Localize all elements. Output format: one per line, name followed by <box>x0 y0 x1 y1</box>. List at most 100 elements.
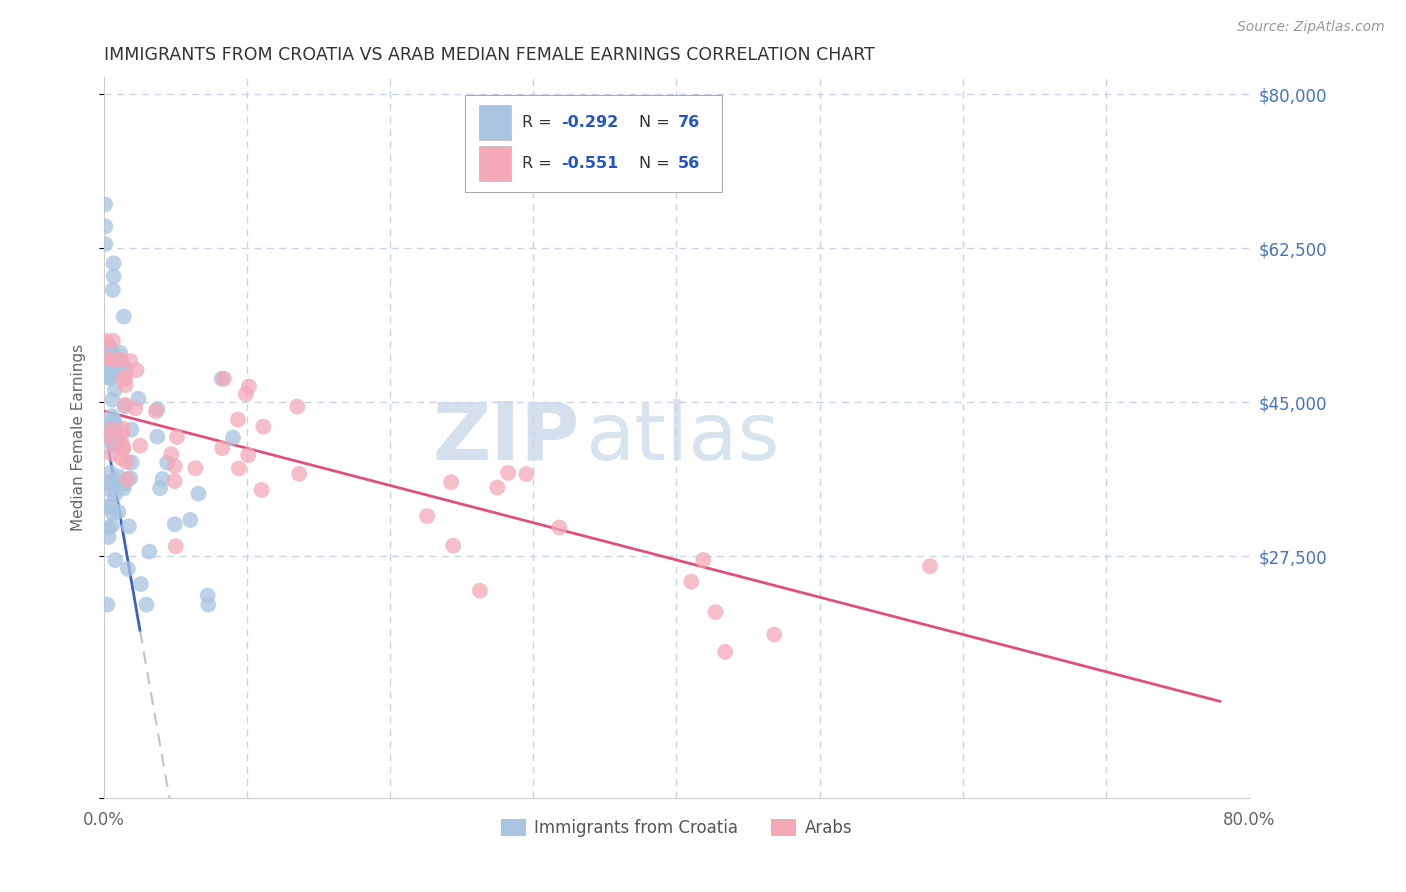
Point <box>103 269 125 284</box>
Point <box>101 409 124 424</box>
Point <box>212 371 235 385</box>
Point <box>416 509 439 524</box>
Text: atlas: atlas <box>585 399 779 476</box>
Point <box>135 598 157 612</box>
Point <box>104 419 127 434</box>
Point <box>117 472 139 486</box>
Point <box>163 458 186 473</box>
Point <box>94 423 117 437</box>
Point <box>440 475 463 490</box>
Point <box>681 574 703 589</box>
Point <box>146 402 169 417</box>
Point <box>98 368 121 383</box>
Point <box>94 351 117 366</box>
Point <box>197 598 219 612</box>
Point <box>124 401 146 416</box>
Point <box>149 481 172 495</box>
Point <box>100 500 122 514</box>
Point <box>97 521 120 535</box>
Point <box>114 400 136 414</box>
Point <box>101 447 124 461</box>
Point <box>486 481 509 495</box>
Point <box>94 237 117 252</box>
Point <box>101 507 124 521</box>
Point <box>288 467 311 481</box>
Legend: Immigrants from Croatia, Arabs: Immigrants from Croatia, Arabs <box>494 813 859 844</box>
Point <box>100 422 122 436</box>
Point <box>692 553 714 567</box>
Point <box>104 488 127 502</box>
Point <box>120 423 142 437</box>
Point <box>118 519 141 533</box>
Point <box>228 461 250 475</box>
Point <box>111 426 134 441</box>
Point <box>114 398 136 412</box>
Point <box>114 369 136 384</box>
Point <box>763 627 786 641</box>
Point <box>222 430 245 444</box>
Point <box>211 441 233 455</box>
FancyBboxPatch shape <box>465 95 723 193</box>
Point <box>211 372 233 386</box>
Point <box>101 423 124 437</box>
Point <box>103 353 125 368</box>
Text: R =: R = <box>522 115 557 130</box>
Point <box>166 430 188 444</box>
Point <box>145 404 167 418</box>
Point <box>125 363 148 377</box>
Point <box>515 467 537 481</box>
Point <box>101 283 124 297</box>
Point <box>103 413 125 427</box>
Point <box>285 400 308 414</box>
Point <box>548 520 571 534</box>
Point <box>103 437 125 451</box>
Point <box>226 412 249 426</box>
Point <box>107 434 129 449</box>
Point <box>100 466 122 480</box>
Point <box>163 474 186 488</box>
Point <box>117 562 139 576</box>
Point <box>250 483 273 497</box>
Point <box>112 442 135 456</box>
Point <box>184 461 207 475</box>
Point <box>96 598 118 612</box>
Point <box>496 466 519 480</box>
Point <box>110 451 132 466</box>
Text: N =: N = <box>638 156 675 171</box>
Point <box>101 355 124 369</box>
Point <box>165 539 187 553</box>
Point <box>101 518 124 533</box>
Point <box>108 345 131 359</box>
Text: 56: 56 <box>678 156 700 171</box>
Point <box>104 432 127 446</box>
Point <box>98 340 121 354</box>
Point <box>104 383 127 397</box>
Point <box>120 354 142 368</box>
Point <box>94 197 117 211</box>
Bar <box>478 146 510 181</box>
Point <box>121 456 143 470</box>
Point <box>107 469 129 483</box>
Point <box>101 362 124 376</box>
Text: N =: N = <box>638 115 675 130</box>
Point <box>103 256 125 270</box>
Text: -0.292: -0.292 <box>561 115 619 130</box>
Point <box>114 378 136 392</box>
Point <box>704 605 727 619</box>
Point <box>104 553 127 567</box>
Point <box>146 429 169 443</box>
Point <box>96 356 118 370</box>
Point <box>101 438 124 452</box>
Point <box>129 577 152 591</box>
Point <box>129 439 152 453</box>
Point <box>197 589 219 603</box>
Text: IMMIGRANTS FROM CROATIA VS ARAB MEDIAN FEMALE EARNINGS CORRELATION CHART: IMMIGRANTS FROM CROATIA VS ARAB MEDIAN F… <box>104 46 875 64</box>
Point <box>120 471 142 485</box>
Text: 76: 76 <box>678 115 700 130</box>
Point <box>112 441 135 455</box>
Point <box>103 366 125 380</box>
Point <box>238 379 260 393</box>
Point <box>112 310 135 324</box>
Point <box>127 392 149 406</box>
Bar <box>478 105 510 140</box>
